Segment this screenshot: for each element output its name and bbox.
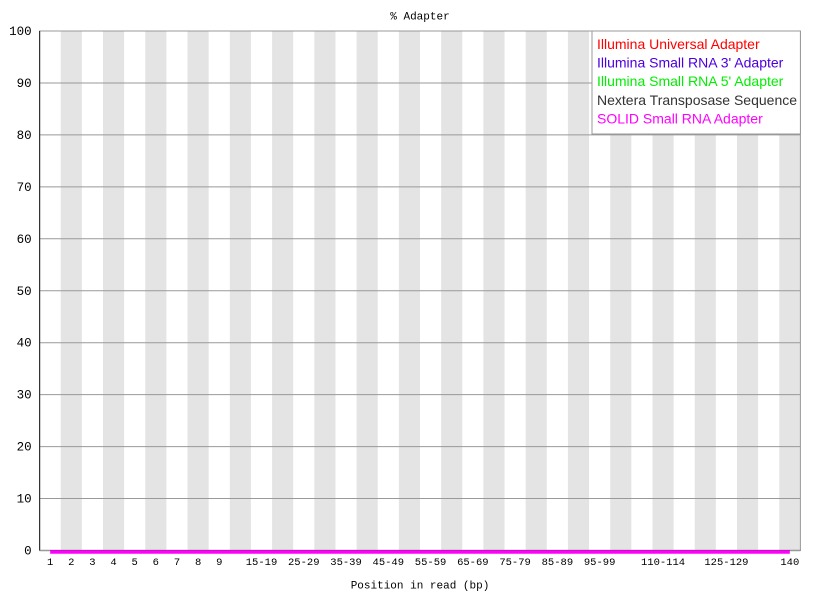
svg-text:100: 100 bbox=[9, 25, 32, 39]
svg-text:10: 10 bbox=[17, 493, 32, 507]
svg-text:125-129: 125-129 bbox=[704, 557, 748, 569]
svg-text:70: 70 bbox=[17, 181, 32, 195]
svg-text:8: 8 bbox=[195, 557, 201, 569]
svg-text:6: 6 bbox=[153, 557, 159, 569]
svg-text:75-79: 75-79 bbox=[499, 557, 531, 569]
svg-text:2: 2 bbox=[68, 557, 74, 569]
svg-text:55-59: 55-59 bbox=[415, 557, 447, 569]
svg-text:140: 140 bbox=[780, 557, 799, 569]
svg-text:Position in read (bp): Position in read (bp) bbox=[351, 581, 490, 593]
svg-text:5: 5 bbox=[132, 557, 138, 569]
svg-text:45-49: 45-49 bbox=[373, 557, 405, 569]
svg-text:90: 90 bbox=[17, 77, 32, 91]
svg-text:50: 50 bbox=[17, 285, 32, 299]
svg-text:SOLID Small RNA Adapter: SOLID Small RNA Adapter bbox=[597, 110, 763, 126]
svg-text:80: 80 bbox=[17, 129, 32, 143]
svg-text:35-39: 35-39 bbox=[330, 557, 362, 569]
svg-text:60: 60 bbox=[17, 233, 32, 247]
svg-text:25-29: 25-29 bbox=[288, 557, 320, 569]
svg-text:15-19: 15-19 bbox=[246, 557, 278, 569]
svg-text:7: 7 bbox=[174, 557, 180, 569]
svg-text:40: 40 bbox=[17, 337, 32, 351]
svg-text:Illumina Small RNA 3' Adapter: Illumina Small RNA 3' Adapter bbox=[597, 55, 784, 71]
svg-text:85-89: 85-89 bbox=[542, 557, 574, 569]
svg-text:Nextera Transposase Sequence: Nextera Transposase Sequence bbox=[597, 92, 797, 108]
svg-text:95-99: 95-99 bbox=[584, 557, 616, 569]
svg-text:1: 1 bbox=[47, 557, 53, 569]
svg-text:4: 4 bbox=[110, 557, 116, 569]
svg-text:Illumina Small RNA 5' Adapter: Illumina Small RNA 5' Adapter bbox=[597, 73, 784, 89]
svg-text:0: 0 bbox=[24, 545, 32, 559]
svg-text:9: 9 bbox=[216, 557, 222, 569]
svg-text:110-114: 110-114 bbox=[641, 557, 685, 569]
svg-text:3: 3 bbox=[89, 557, 95, 569]
svg-text:30: 30 bbox=[17, 389, 32, 403]
svg-text:% Adapter: % Adapter bbox=[390, 12, 449, 24]
svg-text:20: 20 bbox=[17, 441, 32, 455]
svg-text:65-69: 65-69 bbox=[457, 557, 489, 569]
svg-text:Illumina Universal Adapter: Illumina Universal Adapter bbox=[597, 36, 760, 52]
